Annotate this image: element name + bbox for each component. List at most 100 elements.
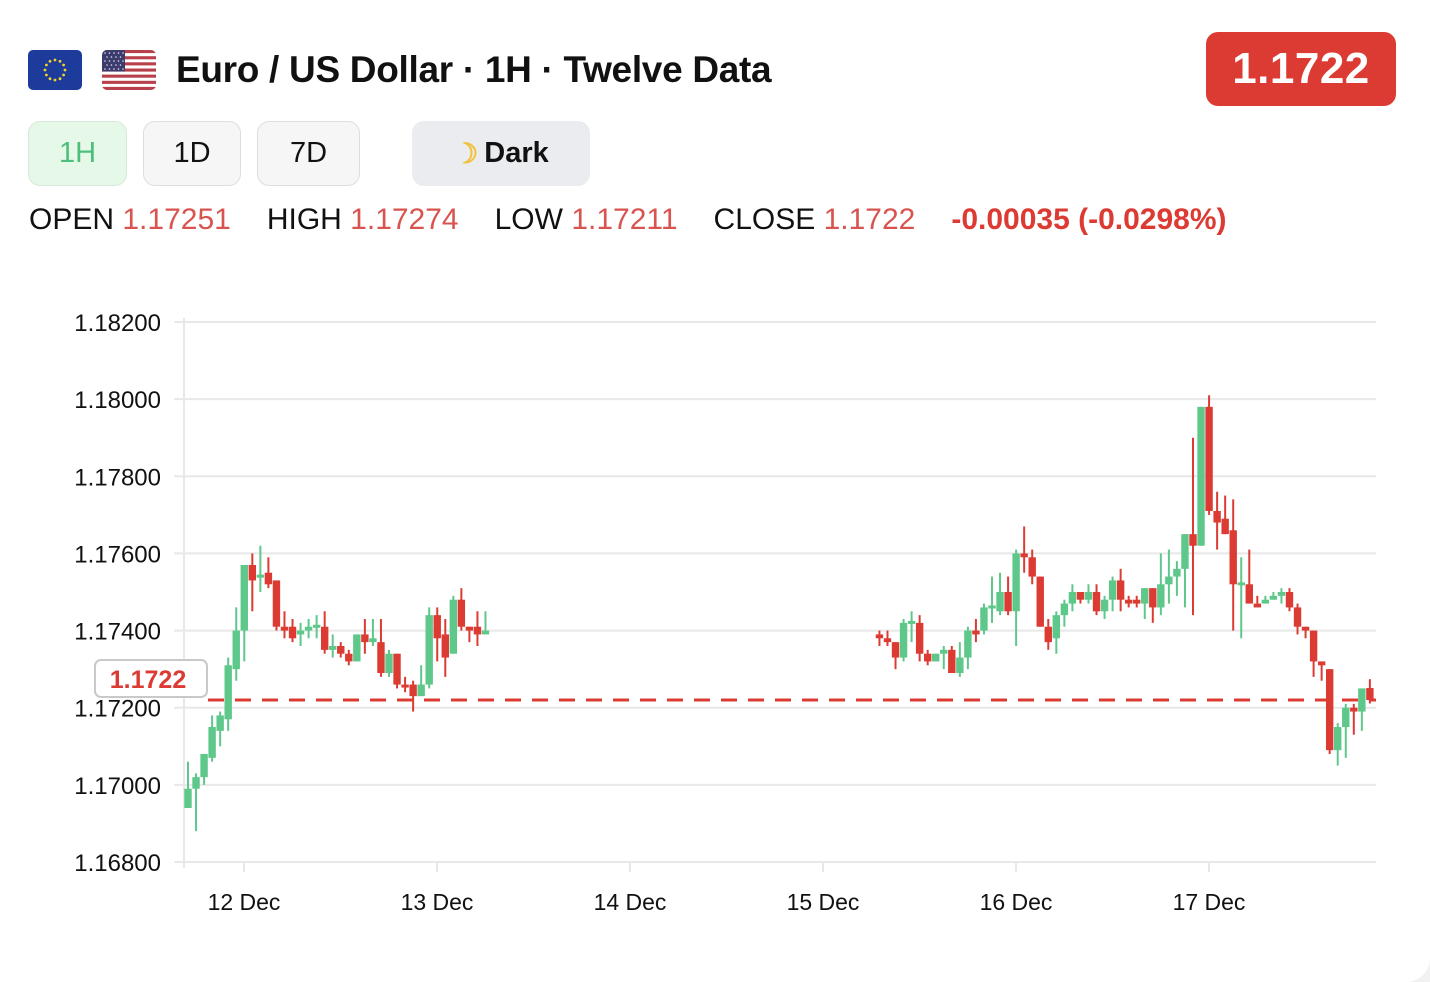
- candle-up: [899, 619, 908, 662]
- header: Euro / US Dollar · 1H · Twelve Data: [28, 40, 772, 100]
- candle-down: [272, 580, 281, 631]
- candle-down: [1036, 576, 1044, 627]
- candle-up: [184, 761, 192, 808]
- candle-down: [320, 611, 329, 654]
- candle-up: [1277, 588, 1286, 604]
- y-tick-label: 1.18200: [74, 310, 161, 337]
- candle-up: [1060, 599, 1069, 627]
- candle-down: [1149, 588, 1157, 623]
- candle-up: [1100, 595, 1109, 619]
- candle-up: [1334, 723, 1342, 766]
- candle-down: [972, 619, 980, 643]
- candle-down: [433, 607, 441, 662]
- current-price-badge: 1.1722: [1206, 32, 1396, 106]
- candle-down: [1092, 584, 1101, 616]
- candle-up: [369, 619, 377, 646]
- y-tick-label: 1.17400: [74, 619, 161, 646]
- x-tick-label: 16 Dec: [980, 889, 1053, 915]
- candle-down: [923, 649, 932, 666]
- candle-up: [1342, 703, 1350, 758]
- us-flag-icon: [102, 50, 156, 90]
- y-axis: 1.18200 1.18000 1.17800 1.17600 1.17400 1.172…: [74, 310, 1376, 877]
- candle-up: [1141, 588, 1149, 619]
- close-label: CLOSE: [713, 203, 816, 236]
- interval-1h-button[interactable]: 1H: [28, 121, 127, 186]
- candle-down: [1004, 576, 1012, 616]
- candle-down: [1325, 669, 1334, 754]
- candle-down: [1309, 630, 1318, 677]
- candle-down: [1285, 588, 1294, 612]
- interval-1d-button[interactable]: 1D: [143, 121, 241, 186]
- open-value: 1.17251: [122, 203, 231, 236]
- x-tick-label: 14 Dec: [594, 889, 667, 915]
- close-stat: CLOSE 1.1722: [714, 203, 916, 237]
- candle-down: [1044, 619, 1052, 650]
- low-label: LOW: [494, 203, 563, 236]
- y-tick-label: 1.17000: [74, 773, 161, 800]
- candle-up: [256, 545, 265, 592]
- candle-down: [1253, 595, 1262, 608]
- candle-down: [1245, 549, 1253, 604]
- svg-text:1.1722: 1.1722: [110, 666, 186, 694]
- candle-up: [192, 773, 200, 832]
- candle-down: [1317, 661, 1326, 681]
- candle-up: [353, 634, 361, 662]
- dark-mode-toggle[interactable]: ☽ Dark: [412, 121, 590, 186]
- y-tick-label: 1.17600: [74, 541, 161, 568]
- candle-down: [1133, 595, 1141, 608]
- candle-down: [441, 619, 449, 677]
- interval-1d-label: 1D: [173, 137, 211, 169]
- candle-down: [345, 649, 353, 666]
- y-tick-label: 1.16800: [74, 850, 161, 877]
- candle-down: [1301, 626, 1310, 639]
- candle-up: [329, 634, 337, 658]
- candle-down: [337, 642, 345, 658]
- candle-down: [409, 680, 417, 712]
- ohlc-stats: OPEN 1.17251 HIGH 1.17274 LOW 1.17211 CL…: [29, 203, 1227, 237]
- candle-up: [208, 715, 216, 762]
- candle-up: [1052, 611, 1061, 654]
- candle-up: [1173, 561, 1181, 596]
- candle-down: [377, 619, 385, 677]
- moon-icon: ☽: [453, 138, 479, 169]
- candle-up: [240, 565, 248, 662]
- candle-down: [401, 676, 409, 693]
- candle-up: [1261, 595, 1270, 604]
- price-change: -0.00035 (-0.0298%): [951, 203, 1227, 236]
- candle-up: [1165, 549, 1173, 604]
- candle-down: [1229, 499, 1237, 631]
- interval-7d-label: 7D: [289, 137, 328, 169]
- candle-up: [907, 611, 916, 643]
- high-value: 1.17274: [350, 203, 459, 236]
- candle-up: [1358, 688, 1366, 731]
- candle-down: [948, 646, 956, 673]
- candle-down: [1205, 395, 1213, 515]
- candle-up: [956, 642, 964, 677]
- interval-1h-label: 1H: [58, 137, 97, 169]
- candle-down: [264, 557, 273, 589]
- candles: [184, 395, 1374, 832]
- candle-up: [1108, 576, 1117, 612]
- y-tick-label: 1.17200: [74, 696, 161, 723]
- candle-up: [385, 649, 393, 677]
- candle-down: [393, 653, 401, 689]
- x-tick-label: 17 Dec: [1173, 889, 1246, 915]
- close-value: 1.1722: [823, 203, 916, 236]
- y-tick-label: 1.18000: [74, 387, 161, 414]
- candle-up: [1157, 553, 1165, 616]
- candle-up: [312, 615, 321, 639]
- candle-up: [224, 657, 232, 731]
- candle-down: [1028, 549, 1036, 585]
- x-tick-label: 13 Dec: [401, 889, 474, 915]
- candle-up: [425, 607, 433, 689]
- candle-up: [481, 611, 490, 635]
- interval-7d-button[interactable]: 7D: [257, 121, 360, 186]
- candle-up: [1012, 549, 1020, 646]
- candle-down: [1076, 592, 1085, 604]
- candle-down: [1189, 437, 1197, 616]
- candle-up: [1181, 534, 1189, 608]
- dark-mode-label: Dark: [484, 137, 549, 169]
- candle-down: [248, 553, 257, 612]
- candle-up: [980, 603, 988, 635]
- eu-flag-icon: [28, 50, 82, 90]
